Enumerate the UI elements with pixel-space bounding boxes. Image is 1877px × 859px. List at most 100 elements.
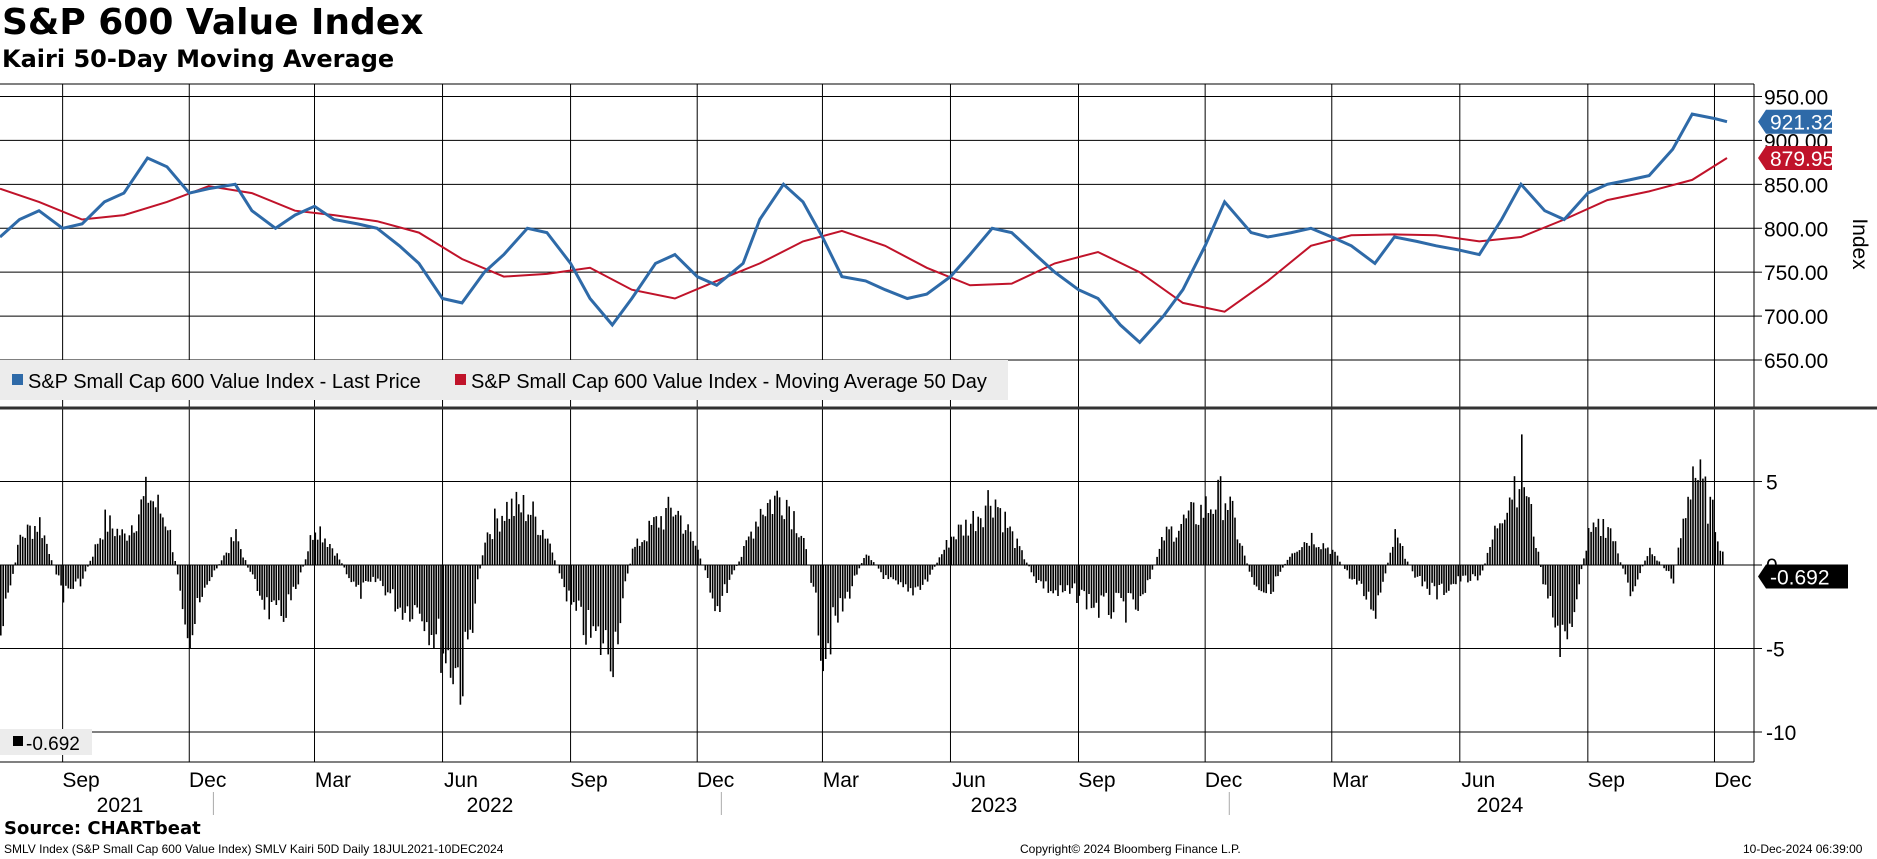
kairi-bar (679, 515, 682, 565)
x-year-label: 2022 (467, 794, 514, 817)
kairi-bar (1037, 565, 1040, 580)
kairi-bar (1382, 565, 1384, 582)
kairi-bar (619, 565, 622, 624)
kairi-bar (844, 565, 846, 599)
kairi-bar (602, 565, 604, 644)
ytick-label-top: 850.00 (1764, 174, 1828, 197)
kairi-bar (360, 565, 362, 599)
kairi-bar (1207, 513, 1210, 565)
kairi-bar (1339, 561, 1341, 565)
kairi-bar (1353, 565, 1356, 579)
kairi-bar (1573, 565, 1576, 613)
kairi-bar (926, 565, 929, 582)
kairi-bar (1351, 565, 1353, 580)
kairi-bar (169, 529, 172, 565)
kairi-bar (384, 565, 387, 596)
kairi-bar (1088, 565, 1090, 594)
kairi-bar (268, 565, 270, 620)
kairi-bar (711, 565, 714, 599)
kairi-bar (352, 565, 355, 582)
kairi-bar (1277, 565, 1279, 577)
kairi-bar (350, 565, 353, 583)
kairi-bar (880, 565, 882, 573)
kairi-bar (721, 565, 724, 596)
kairi-bar (582, 565, 585, 636)
kairi-bar (1549, 565, 1552, 596)
kairi-bar (575, 565, 577, 611)
kairi-bar (1389, 552, 1392, 565)
kairi-bar (1438, 565, 1441, 585)
kairi-bar (1521, 434, 1523, 565)
kairi-bar (457, 565, 459, 668)
kairi-bar (745, 540, 748, 565)
kairi-bar (1559, 565, 1561, 657)
kairi-bar (1554, 565, 1556, 628)
kairi-bar (135, 531, 138, 565)
kairi-bar (1462, 565, 1464, 576)
kairi-bar (1239, 543, 1241, 565)
legend-swatch-price (12, 374, 23, 385)
kairi-bar (387, 565, 389, 593)
kairi-bar (7, 565, 9, 593)
kairi-bar (240, 549, 242, 565)
kairi-bar (1392, 546, 1394, 565)
kairi-bar (841, 565, 844, 612)
kairi-bar (856, 565, 858, 575)
kairi-bar (1532, 536, 1535, 565)
kairi-bar (206, 565, 208, 585)
x-month-label: Dec (1205, 769, 1242, 792)
kairi-bar (1677, 547, 1680, 565)
kairi-bar (665, 508, 667, 565)
kairi-bar (672, 516, 675, 565)
kairi-bar (863, 558, 865, 565)
kairi-bar (41, 538, 43, 565)
kairi-bar (1217, 479, 1219, 565)
kairi-bar (167, 530, 169, 565)
kairi-bar (1684, 518, 1687, 565)
kairi-bar (1163, 540, 1165, 565)
kairi-bar (1692, 466, 1694, 565)
kairi-bar (1175, 537, 1178, 565)
kairi-bar (1443, 565, 1445, 595)
kairi-bar (1450, 565, 1452, 585)
kairi-bar (870, 560, 873, 565)
kairi-bar (1205, 496, 1207, 565)
kairi-bar (159, 513, 162, 565)
ytick-label-top: 750.00 (1764, 262, 1828, 285)
kairi-bar (230, 537, 232, 565)
kairi-bar (369, 565, 372, 582)
kairi-bar (1348, 565, 1351, 579)
bottom-panel-bars (0, 434, 1727, 705)
kairi-bar (199, 565, 201, 603)
kairi-bar (476, 565, 479, 580)
kairi-bar (941, 554, 943, 565)
kairi-bar (1085, 565, 1088, 610)
kairi-bar (653, 517, 655, 565)
kairi-bar (1030, 565, 1033, 573)
kairi-bar (1161, 537, 1163, 565)
kairi-last-tag: -0.692 (1758, 564, 1848, 590)
kairi-bar (917, 565, 919, 587)
kairi-bar (355, 565, 357, 587)
kairi-bar (266, 565, 268, 598)
kairi-bar (1702, 478, 1704, 565)
kairi-bar (1303, 542, 1306, 565)
kairi-bar (757, 526, 759, 565)
kairi-bar (26, 524, 29, 565)
kairi-bar (149, 500, 152, 565)
kairi-bar (404, 565, 406, 613)
kairi-bar (31, 538, 34, 565)
kairi-bar (62, 565, 65, 603)
kairi-bar (440, 565, 442, 673)
kairi-bar (1426, 565, 1428, 589)
kairi-bar (389, 565, 392, 594)
kairi-bar (249, 565, 252, 572)
kairi-bar (1663, 565, 1665, 569)
kairi-bar (506, 501, 508, 565)
kairi-bar (481, 555, 484, 565)
kairi-bar (716, 565, 719, 607)
kairi-bar (774, 495, 776, 565)
kairi-bar (1098, 565, 1100, 618)
kairi-bar (1459, 565, 1462, 582)
